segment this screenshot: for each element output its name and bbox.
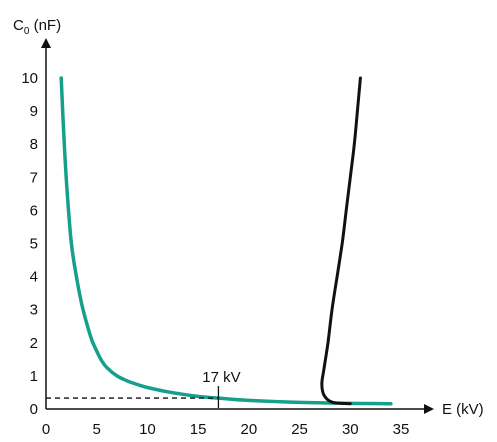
y-tick-label: 0 bbox=[30, 401, 38, 418]
y-axis-title-base: C bbox=[13, 17, 24, 34]
y-axis-title-sub: 0 bbox=[24, 26, 30, 37]
y-tick-label: 7 bbox=[30, 169, 38, 186]
y-tick-label: 8 bbox=[30, 136, 38, 153]
annotation-layer: 17 kV bbox=[46, 369, 241, 409]
x-tick-label: 0 bbox=[42, 421, 50, 438]
y-tick-label: 10 bbox=[21, 70, 38, 87]
x-tick-label: 5 bbox=[93, 421, 101, 438]
x-tick-label: 35 bbox=[393, 421, 410, 438]
x-tick-label: 10 bbox=[139, 421, 156, 438]
x-tick-label: 15 bbox=[190, 421, 207, 438]
y-tick-labels: 0 1 2 3 4 5 6 7 8 9 10 bbox=[21, 70, 38, 418]
x-tick-label: 25 bbox=[291, 421, 308, 438]
y-tick-label: 1 bbox=[30, 368, 38, 385]
y-tick-label: 9 bbox=[30, 103, 38, 120]
annotation-label: 17 kV bbox=[202, 369, 240, 386]
x-tick-labels: 0 5 10 15 20 25 30 35 bbox=[42, 421, 410, 438]
y-tick-label: 6 bbox=[30, 202, 38, 219]
x-tick-label: 30 bbox=[342, 421, 359, 438]
y-tick-label: 5 bbox=[30, 236, 38, 253]
series-line-teal bbox=[59, 76, 393, 406]
x-tick-label: 20 bbox=[241, 421, 258, 438]
x-axis-title: E (kV) bbox=[442, 401, 484, 418]
y-tick-label: 2 bbox=[30, 335, 38, 352]
y-tick-label: 4 bbox=[30, 269, 38, 286]
y-tick-label: 3 bbox=[30, 302, 38, 319]
series-layer bbox=[59, 76, 393, 406]
y-axis-title: C0 (nF) bbox=[13, 17, 61, 37]
y-axis-title-unit: (nF) bbox=[29, 17, 61, 34]
series-line-black bbox=[320, 76, 362, 406]
